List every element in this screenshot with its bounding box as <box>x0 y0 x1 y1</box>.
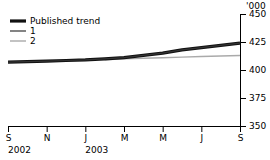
legend: Published trend12 <box>10 16 100 46</box>
legend-label: Published trend <box>30 16 100 26</box>
y-tick-mark <box>240 14 246 15</box>
legend-label: 1 <box>30 26 36 36</box>
x-tick-label: S <box>6 133 12 143</box>
series-line <box>8 43 240 62</box>
lines <box>8 43 240 62</box>
chart: SNJMMJS350375400425450'00020022003Publis… <box>0 0 270 160</box>
y-axis: 350375400425450 <box>240 9 266 131</box>
legend-item: 2 <box>10 36 36 46</box>
y-tick: 400 <box>240 65 266 75</box>
y-tick: 425 <box>240 37 266 47</box>
x-axis: SNJMMJS <box>6 126 244 143</box>
x-tick-label: J <box>200 133 204 143</box>
x-tick: S <box>6 126 12 143</box>
x-tick-label: M <box>121 133 129 143</box>
legend-swatch <box>10 30 26 31</box>
x-tick-mark <box>47 126 48 132</box>
series-line <box>8 43 240 62</box>
x-tick-label: M <box>159 133 167 143</box>
annotation: 2002 <box>8 145 31 155</box>
y-tick: 350 <box>240 121 266 131</box>
legend-swatch <box>10 40 26 41</box>
y-tick-label: 425 <box>249 37 266 47</box>
legend-swatch <box>10 19 26 22</box>
x-tick: J <box>84 126 88 143</box>
y-tick: 375 <box>240 93 266 103</box>
x-tick-label: J <box>84 133 88 143</box>
x-tick: N <box>44 126 51 143</box>
x-tick-mark <box>124 126 125 132</box>
y-tick-mark <box>240 98 246 99</box>
y-tick-label: 375 <box>249 93 266 103</box>
x-tick: S <box>238 126 244 143</box>
legend-label: 2 <box>30 36 36 46</box>
legend-item: Published trend <box>10 16 100 26</box>
x-tick-mark <box>85 126 86 132</box>
y-tick-mark <box>240 126 246 127</box>
x-tick-label: S <box>238 133 244 143</box>
y-tick-mark <box>240 42 246 43</box>
x-tick: J <box>200 126 204 143</box>
y-axis-label: '000 <box>246 1 266 11</box>
plot: SNJMMJS350375400425450'00020022003Publis… <box>6 1 267 155</box>
x-tick-mark <box>201 126 202 132</box>
y-tick-label: 350 <box>249 121 266 131</box>
legend-item: 1 <box>10 26 36 36</box>
x-tick-mark <box>8 126 9 132</box>
x-tick: M <box>121 126 129 143</box>
x-tick-mark <box>163 126 164 132</box>
x-tick: M <box>159 126 167 143</box>
annotation: 2003 <box>85 145 108 155</box>
y-tick-label: 400 <box>249 65 266 75</box>
x-tick-label: N <box>44 133 51 143</box>
y-tick-mark <box>240 70 246 71</box>
